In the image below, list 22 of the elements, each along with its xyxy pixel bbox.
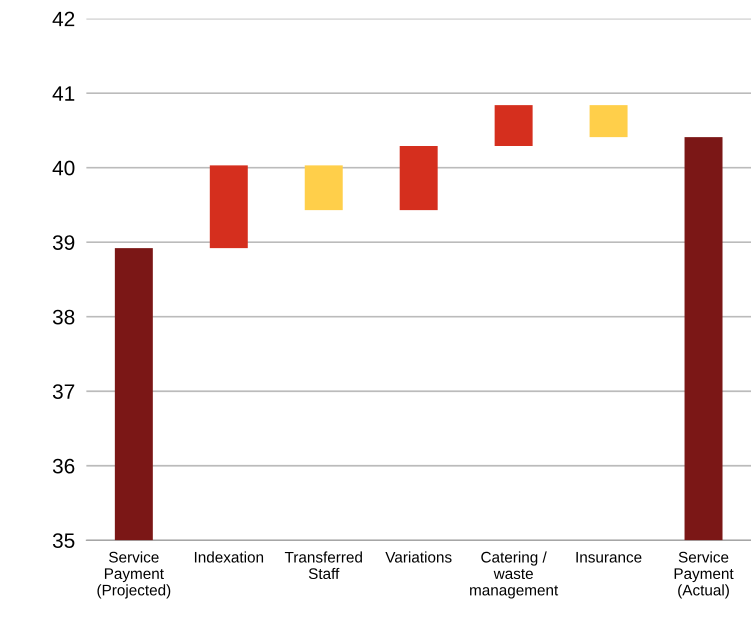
y-tick-label: 39 — [52, 235, 74, 250]
x-tick-label: Variations — [385, 551, 452, 563]
x-tick-label: Service Payment (Actual) — [674, 551, 734, 599]
x-tick-label: Insurance — [576, 552, 642, 563]
y-tick-label: 38 — [52, 310, 74, 324]
y-tick-label: 37 — [52, 384, 74, 399]
y-tick-label: 35 — [52, 533, 74, 548]
x-tick-label: Indexation — [194, 551, 264, 563]
y-tick-label: 36 — [52, 458, 74, 474]
bar — [304, 165, 343, 210]
bar — [590, 105, 628, 138]
bar — [400, 146, 438, 210]
bar — [684, 137, 723, 540]
bar — [210, 165, 248, 248]
x-tick-label: Service Payment (Projected) — [97, 551, 170, 599]
bar — [114, 248, 153, 540]
bar — [494, 105, 533, 146]
y-tick-label: 41 — [52, 86, 74, 101]
x-tick-label: Transferred Staff — [284, 551, 362, 580]
x-tick-label: Catering / waste management — [470, 551, 558, 599]
y-tick-label: 42 — [52, 12, 74, 26]
y-tick-label: 40 — [52, 160, 74, 176]
